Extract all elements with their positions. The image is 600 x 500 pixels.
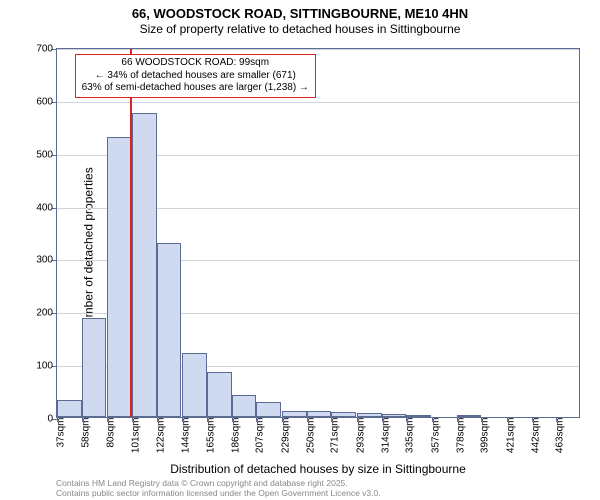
chart-container: 66, WOODSTOCK ROAD, SITTINGBOURNE, ME10 … — [0, 0, 600, 500]
x-tick-label: 80sqm — [106, 418, 117, 448]
y-tick-label: 0 — [23, 414, 53, 425]
callout-line-1: 66 WOODSTOCK ROAD: 99sqm — [82, 57, 309, 70]
histogram-bar — [357, 413, 382, 417]
x-tick-label: 463sqm — [555, 418, 566, 454]
x-tick-label: 250sqm — [305, 418, 316, 454]
y-tick-label: 500 — [23, 149, 53, 160]
x-tick-label: 37sqm — [56, 418, 67, 448]
x-tick-label: 335sqm — [405, 418, 416, 454]
x-tick-label: 207sqm — [255, 418, 266, 454]
y-tick-label: 700 — [23, 44, 53, 55]
callout-line-3: 63% of semi-detached houses are larger (… — [82, 82, 309, 95]
x-axis-label: Distribution of detached houses by size … — [56, 462, 580, 476]
x-tick-label: 186sqm — [230, 418, 241, 454]
histogram-bar — [82, 318, 107, 417]
x-tick-label: 442sqm — [530, 418, 541, 454]
histogram-bar — [157, 243, 182, 417]
x-tick-label: 271sqm — [330, 418, 341, 454]
y-tick-label: 600 — [23, 96, 53, 107]
x-tick-label: 314sqm — [380, 418, 391, 454]
plot-area: 010020030040050060070037sqm58sqm80sqm101… — [56, 48, 580, 418]
grid-line — [57, 102, 579, 103]
histogram-bar — [182, 353, 207, 417]
x-tick-label: 165sqm — [206, 418, 217, 454]
x-tick-label: 58sqm — [80, 418, 91, 448]
grid-line — [57, 49, 579, 50]
x-tick-label: 357sqm — [431, 418, 442, 454]
footer-attribution: Contains HM Land Registry data © Crown c… — [56, 478, 381, 498]
footer-line-1: Contains HM Land Registry data © Crown c… — [56, 478, 381, 488]
histogram-bar — [57, 400, 82, 417]
x-tick-label: 122sqm — [155, 418, 166, 454]
histogram-bar — [256, 402, 281, 417]
y-tick-label: 100 — [23, 361, 53, 372]
callout-line-2: ← 34% of detached houses are smaller (67… — [82, 70, 309, 83]
y-tick-label: 200 — [23, 308, 53, 319]
chart-subtitle: Size of property relative to detached ho… — [0, 22, 600, 36]
footer-line-2: Contains public sector information licen… — [56, 488, 381, 498]
x-tick-label: 101sqm — [131, 418, 142, 454]
callout-box: 66 WOODSTOCK ROAD: 99sqm← 34% of detache… — [75, 54, 316, 98]
x-tick-label: 229sqm — [281, 418, 292, 454]
histogram-bar — [132, 113, 157, 417]
x-tick-label: 399sqm — [480, 418, 491, 454]
histogram-bar — [331, 412, 356, 417]
x-tick-label: 421sqm — [506, 418, 517, 454]
chart-title: 66, WOODSTOCK ROAD, SITTINGBOURNE, ME10 … — [0, 6, 600, 21]
y-tick-label: 300 — [23, 255, 53, 266]
x-tick-label: 144sqm — [181, 418, 192, 454]
histogram-bar — [232, 395, 257, 417]
x-tick-label: 378sqm — [455, 418, 466, 454]
histogram-bar — [282, 411, 307, 417]
histogram-bar — [107, 137, 132, 417]
title-block: 66, WOODSTOCK ROAD, SITTINGBOURNE, ME10 … — [0, 6, 600, 36]
histogram-bar — [207, 372, 232, 417]
marker-line — [130, 49, 132, 417]
histogram-bar — [307, 411, 332, 417]
y-tick-label: 400 — [23, 202, 53, 213]
x-tick-label: 293sqm — [356, 418, 367, 454]
